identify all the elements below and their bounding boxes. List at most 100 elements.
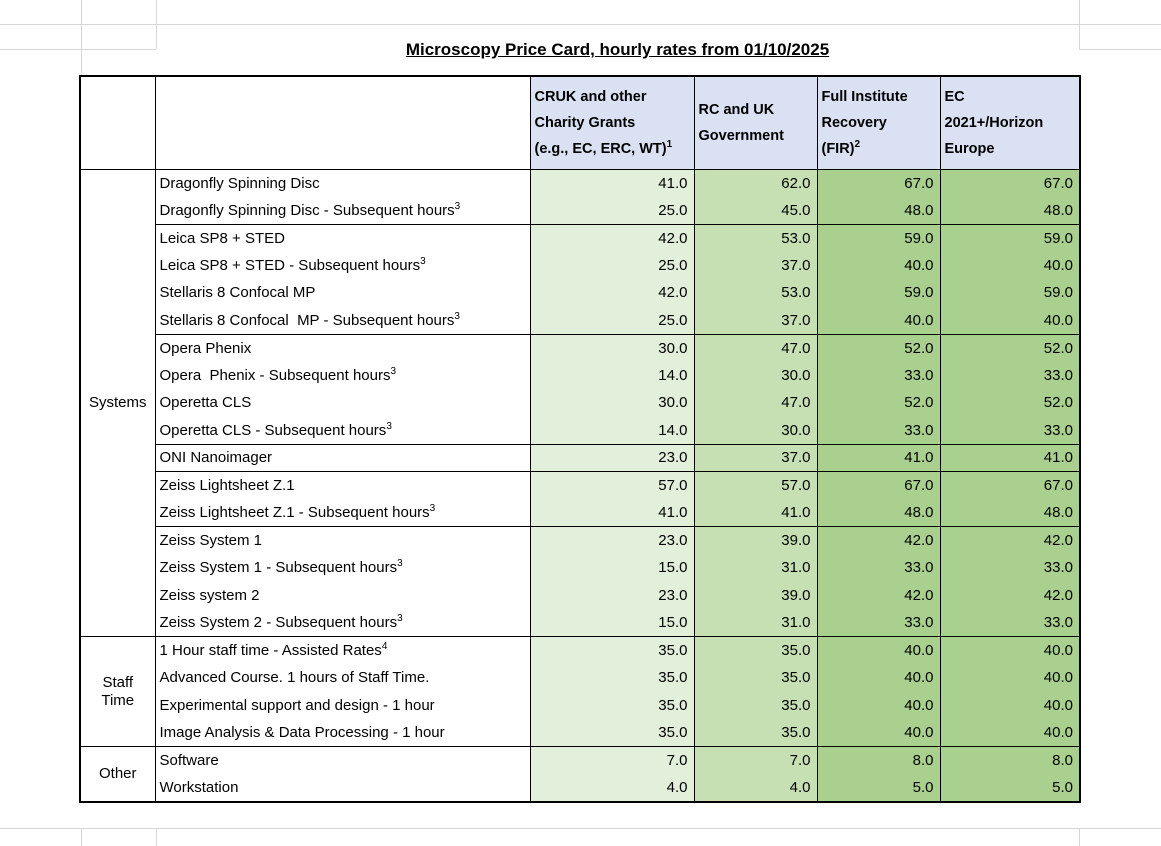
- price-cell[interactable]: 41.0: [939, 443, 1081, 472]
- row-group-label[interactable]: Staff Time: [79, 636, 156, 747]
- price-cell[interactable]: 33.0: [816, 416, 941, 444]
- price-cell[interactable]: 52.0: [816, 389, 941, 417]
- price-cell[interactable]: 25.0: [529, 306, 695, 334]
- price-cell[interactable]: 48.0: [816, 499, 941, 527]
- price-cell[interactable]: 35.0: [693, 719, 818, 747]
- price-cell[interactable]: 30.0: [693, 416, 818, 444]
- price-cell[interactable]: 59.0: [939, 279, 1081, 307]
- price-cell[interactable]: 35.0: [529, 719, 695, 747]
- price-cell[interactable]: 23.0: [529, 526, 695, 554]
- price-cell[interactable]: 67.0: [939, 471, 1081, 499]
- price-cell[interactable]: 25.0: [529, 251, 695, 279]
- item-cell[interactable]: Stellaris 8 Confocal MP: [154, 279, 531, 307]
- price-cell[interactable]: 8.0: [939, 746, 1081, 774]
- item-cell[interactable]: Operetta CLS: [154, 389, 531, 417]
- price-cell[interactable]: 40.0: [939, 719, 1081, 747]
- price-cell[interactable]: 57.0: [529, 471, 695, 499]
- item-cell[interactable]: Opera Phenix: [154, 333, 531, 362]
- price-cell[interactable]: 52.0: [939, 333, 1081, 362]
- price-cell[interactable]: 33.0: [939, 609, 1081, 637]
- price-cell[interactable]: 35.0: [693, 691, 818, 719]
- price-cell[interactable]: 62.0: [693, 168, 818, 197]
- price-cell[interactable]: 40.0: [816, 691, 941, 719]
- price-cell[interactable]: 42.0: [939, 581, 1081, 609]
- column-header[interactable]: CRUK and other Charity Grants (e.g., EC, E…: [529, 75, 695, 170]
- item-cell[interactable]: Leica SP8 + STED: [154, 223, 531, 252]
- price-cell[interactable]: 48.0: [939, 499, 1081, 527]
- item-cell[interactable]: Advanced Course. 1 hours of Staff Time.: [154, 664, 531, 692]
- price-cell[interactable]: 41.0: [816, 443, 941, 472]
- price-cell[interactable]: 39.0: [693, 581, 818, 609]
- price-cell[interactable]: 53.0: [693, 223, 818, 252]
- price-cell[interactable]: 23.0: [529, 443, 695, 472]
- price-cell[interactable]: 7.0: [693, 746, 818, 774]
- item-cell[interactable]: Zeiss Lightsheet Z.1 - Subsequent hours3: [154, 499, 531, 527]
- price-cell[interactable]: 47.0: [693, 389, 818, 417]
- price-cell[interactable]: 47.0: [693, 333, 818, 362]
- price-cell[interactable]: 31.0: [693, 609, 818, 637]
- price-cell[interactable]: 37.0: [693, 306, 818, 334]
- price-cell[interactable]: 40.0: [939, 306, 1081, 334]
- price-cell[interactable]: 33.0: [939, 554, 1081, 582]
- column-header[interactable]: EC 2021+/Horizon Europe: [939, 75, 1081, 170]
- price-cell[interactable]: 40.0: [816, 636, 941, 664]
- price-cell[interactable]: 25.0: [529, 196, 695, 224]
- price-cell[interactable]: 14.0: [529, 361, 695, 389]
- price-cell[interactable]: 5.0: [816, 774, 941, 802]
- price-cell[interactable]: 7.0: [529, 746, 695, 774]
- price-cell[interactable]: 59.0: [939, 223, 1081, 252]
- price-cell[interactable]: 59.0: [816, 279, 941, 307]
- item-cell[interactable]: Zeiss Lightsheet Z.1: [154, 471, 531, 499]
- page-title[interactable]: Microscopy Price Card, hourly rates from…: [405, 40, 830, 59]
- price-cell[interactable]: 48.0: [816, 196, 941, 224]
- price-cell[interactable]: 5.0: [939, 774, 1081, 802]
- price-cell[interactable]: 67.0: [816, 168, 941, 197]
- corner-cell-group[interactable]: [79, 75, 156, 170]
- price-cell[interactable]: 45.0: [693, 196, 818, 224]
- price-cell[interactable]: 40.0: [939, 691, 1081, 719]
- column-header[interactable]: RC and UK Government: [693, 75, 818, 170]
- item-cell[interactable]: 1 Hour staff time - Assisted Rates4: [154, 636, 531, 664]
- price-cell[interactable]: 33.0: [816, 554, 941, 582]
- price-cell[interactable]: 42.0: [529, 279, 695, 307]
- price-cell[interactable]: 42.0: [816, 581, 941, 609]
- price-cell[interactable]: 39.0: [693, 526, 818, 554]
- item-cell[interactable]: Dragonfly Spinning Disc: [154, 168, 531, 197]
- item-cell[interactable]: Software: [154, 746, 531, 774]
- price-cell[interactable]: 42.0: [529, 223, 695, 252]
- price-cell[interactable]: 40.0: [816, 306, 941, 334]
- price-cell[interactable]: 41.0: [529, 168, 695, 197]
- price-cell[interactable]: 67.0: [816, 471, 941, 499]
- item-cell[interactable]: ONI Nanoimager: [154, 443, 531, 472]
- row-group-label[interactable]: Other: [79, 746, 156, 802]
- price-cell[interactable]: 15.0: [529, 554, 695, 582]
- price-cell[interactable]: 40.0: [816, 664, 941, 692]
- price-cell[interactable]: 40.0: [939, 664, 1081, 692]
- item-cell[interactable]: Zeiss System 1 - Subsequent hours3: [154, 554, 531, 582]
- price-cell[interactable]: 53.0: [693, 279, 818, 307]
- item-cell[interactable]: Stellaris 8 Confocal MP - Subsequent hou…: [154, 306, 531, 334]
- column-header[interactable]: Full Institute Recovery (FIR)2: [816, 75, 941, 170]
- price-cell[interactable]: 8.0: [816, 746, 941, 774]
- price-cell[interactable]: 40.0: [939, 251, 1081, 279]
- item-cell[interactable]: Image Analysis & Data Processing - 1 hou…: [154, 719, 531, 747]
- price-cell[interactable]: 35.0: [529, 691, 695, 719]
- price-cell[interactable]: 14.0: [529, 416, 695, 444]
- price-cell[interactable]: 23.0: [529, 581, 695, 609]
- price-cell[interactable]: 35.0: [529, 636, 695, 664]
- row-group-label[interactable]: Systems: [79, 168, 156, 637]
- price-cell[interactable]: 37.0: [693, 251, 818, 279]
- item-cell[interactable]: Dragonfly Spinning Disc - Subsequent hou…: [154, 196, 531, 224]
- price-cell[interactable]: 52.0: [816, 333, 941, 362]
- item-cell[interactable]: Experimental support and design - 1 hour: [154, 691, 531, 719]
- item-cell[interactable]: Leica SP8 + STED - Subsequent hours3: [154, 251, 531, 279]
- price-cell[interactable]: 41.0: [529, 499, 695, 527]
- price-cell[interactable]: 33.0: [939, 361, 1081, 389]
- price-cell[interactable]: 33.0: [816, 609, 941, 637]
- price-cell[interactable]: 33.0: [939, 416, 1081, 444]
- price-cell[interactable]: 35.0: [693, 664, 818, 692]
- item-cell[interactable]: Workstation: [154, 774, 531, 802]
- price-cell[interactable]: 40.0: [939, 636, 1081, 664]
- item-cell[interactable]: Opera Phenix - Subsequent hours3: [154, 361, 531, 389]
- price-cell[interactable]: 40.0: [816, 251, 941, 279]
